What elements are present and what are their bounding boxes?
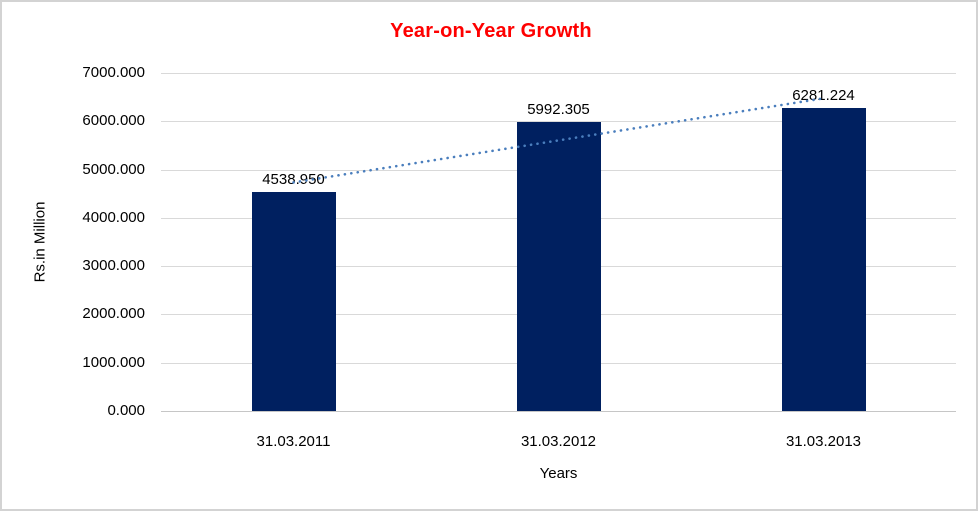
y-tick-label: 0.000 (107, 402, 145, 419)
bar-31.03.2012 (516, 121, 601, 411)
x-tick-label: 31.03.2011 (256, 433, 331, 450)
y-tick-label: 3000.000 (82, 257, 145, 275)
gridline (161, 73, 956, 74)
y-tick-label: 6000.000 (82, 112, 145, 130)
data-label: 5992.305 (527, 100, 590, 118)
y-tick-label: 2000.000 (82, 305, 145, 323)
x-tick-label: 31.03.2012 (520, 433, 597, 450)
y-tick-label: 7000.000 (82, 64, 145, 81)
y-tick-label: 5000.000 (82, 160, 145, 178)
data-label: 4538.950 (262, 170, 325, 188)
bar-31.03.2011 (251, 191, 336, 411)
y-tick-label: 4000.000 (82, 208, 145, 226)
y-tick-label: 1000.000 (82, 353, 145, 371)
data-label: 6281.224 (792, 86, 855, 104)
x-tick-label: 31.03.2013 (785, 433, 862, 450)
chart-title: Year-on-Year Growth (390, 20, 592, 42)
bar-31.03.2013 (781, 107, 866, 411)
x-axis-title: Years (539, 465, 578, 482)
x-axis-line (161, 411, 956, 412)
